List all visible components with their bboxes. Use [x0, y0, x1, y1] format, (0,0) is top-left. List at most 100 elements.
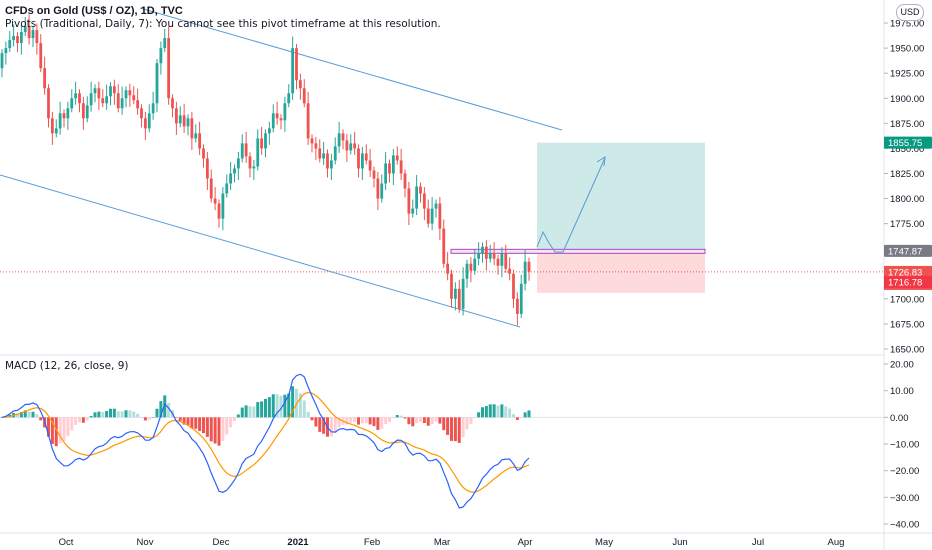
candle-body: [473, 258, 477, 271]
macd-histogram-bar: [384, 417, 388, 425]
candle-body: [318, 148, 322, 159]
currency-button[interactable]: USD: [896, 4, 924, 21]
macd-histogram-bar: [66, 417, 70, 437]
candle-body: [519, 283, 523, 314]
time-tick-label: Feb: [364, 537, 380, 548]
candle-body: [178, 115, 182, 124]
macd-tick-label: 20.00: [890, 360, 914, 371]
candle-body: [457, 288, 461, 309]
candle-body: [372, 170, 376, 179]
candle-body: [0, 53, 4, 69]
candle-body: [213, 198, 217, 204]
candle-body: [136, 100, 140, 109]
candle-body: [174, 108, 178, 124]
candle-body: [376, 178, 380, 199]
time-tick-label: Aug: [828, 537, 845, 548]
macd-histogram-bar: [16, 413, 19, 418]
target-zone: [537, 142, 705, 251]
candle-body: [147, 113, 151, 129]
candle-body: [248, 156, 252, 169]
macd-histogram-bar: [151, 417, 155, 418]
candle-body: [298, 80, 302, 89]
macd-histogram-bar: [515, 417, 519, 420]
macd-histogram-bar: [267, 397, 271, 418]
candle-body: [279, 118, 283, 121]
candle-body: [240, 143, 244, 159]
candle-body: [391, 155, 395, 174]
macd-histogram-bar: [512, 414, 515, 418]
macd-histogram-bar: [116, 411, 120, 418]
macd-histogram-bar: [376, 417, 380, 430]
macd-histogram-bar: [81, 417, 85, 423]
candle-body: [50, 118, 54, 134]
macd-histogram-bar: [372, 417, 376, 427]
price-tick-label: 1850.00: [890, 144, 924, 155]
macd-histogram-bar: [233, 417, 236, 421]
candle-body: [229, 173, 233, 184]
macd-histogram-bar: [434, 417, 438, 422]
macd-tick-label: −30.00: [890, 493, 919, 504]
macd-histogram-bar: [322, 417, 326, 434]
candle-body: [109, 86, 112, 97]
candle-body: [128, 90, 132, 96]
macd-histogram-bar: [19, 411, 23, 418]
candle-body: [31, 30, 35, 39]
candle-body: [244, 143, 248, 157]
candle-body: [388, 163, 391, 174]
candle-body: [236, 158, 240, 169]
macd-histogram-bar: [221, 417, 225, 441]
projection-arrowhead: [596, 156, 606, 167]
candle-body: [163, 38, 167, 49]
candle-body: [326, 153, 329, 169]
macd-histogram-bar: [147, 417, 151, 420]
macd-tick-label: −40.00: [890, 520, 919, 531]
candle-body: [310, 138, 314, 144]
candle-body: [322, 153, 326, 159]
candle-body: [496, 258, 500, 266]
candle-body: [167, 38, 171, 99]
macd-histogram-bar: [74, 417, 78, 425]
macd-histogram-bar: [399, 415, 403, 418]
candle-body: [12, 36, 16, 41]
candle-body: [54, 128, 58, 134]
candle-body: [275, 113, 279, 119]
macd-histogram-bar: [78, 417, 81, 423]
candle-body: [70, 98, 74, 109]
candle-body: [190, 118, 194, 139]
candle-body: [124, 90, 128, 99]
candle-body: [415, 186, 419, 209]
macd-histogram-bar: [112, 408, 116, 418]
candle-body: [353, 143, 357, 149]
candle-body: [380, 183, 384, 199]
macd-histogram-bar: [260, 401, 264, 418]
candle-body: [81, 103, 85, 119]
candle-body: [120, 98, 124, 109]
entry-tag-bg: [884, 244, 932, 257]
candle-body: [112, 86, 116, 94]
macd-histogram-bar: [186, 417, 190, 426]
macd-histogram-bar: [329, 417, 333, 437]
candle-body: [78, 93, 81, 104]
macd-histogram-bar: [403, 417, 407, 419]
candle-body: [202, 148, 205, 159]
candle-body: [422, 193, 426, 209]
macd-histogram-bar: [508, 408, 512, 418]
macd-histogram-bar: [31, 411, 35, 418]
price-tick-label: 1925.00: [890, 69, 924, 80]
macd-histogram-bar: [167, 403, 171, 418]
macd-histogram-bar: [202, 417, 205, 434]
macd-histogram-bar: [0, 417, 4, 418]
time-tick-label: 2021: [287, 537, 309, 548]
macd-histogram-bar: [23, 410, 27, 418]
macd-histogram-bar: [504, 406, 508, 418]
candle-body: [488, 253, 492, 259]
candle-body: [43, 68, 47, 89]
macd-histogram-bar: [291, 386, 295, 418]
candle-body: [403, 173, 407, 189]
candle-body: [221, 193, 225, 219]
candle-body: [194, 133, 198, 139]
macd-histogram-bar: [488, 404, 492, 418]
macd-histogram-bar: [109, 408, 112, 418]
macd-line: [1, 373, 530, 509]
